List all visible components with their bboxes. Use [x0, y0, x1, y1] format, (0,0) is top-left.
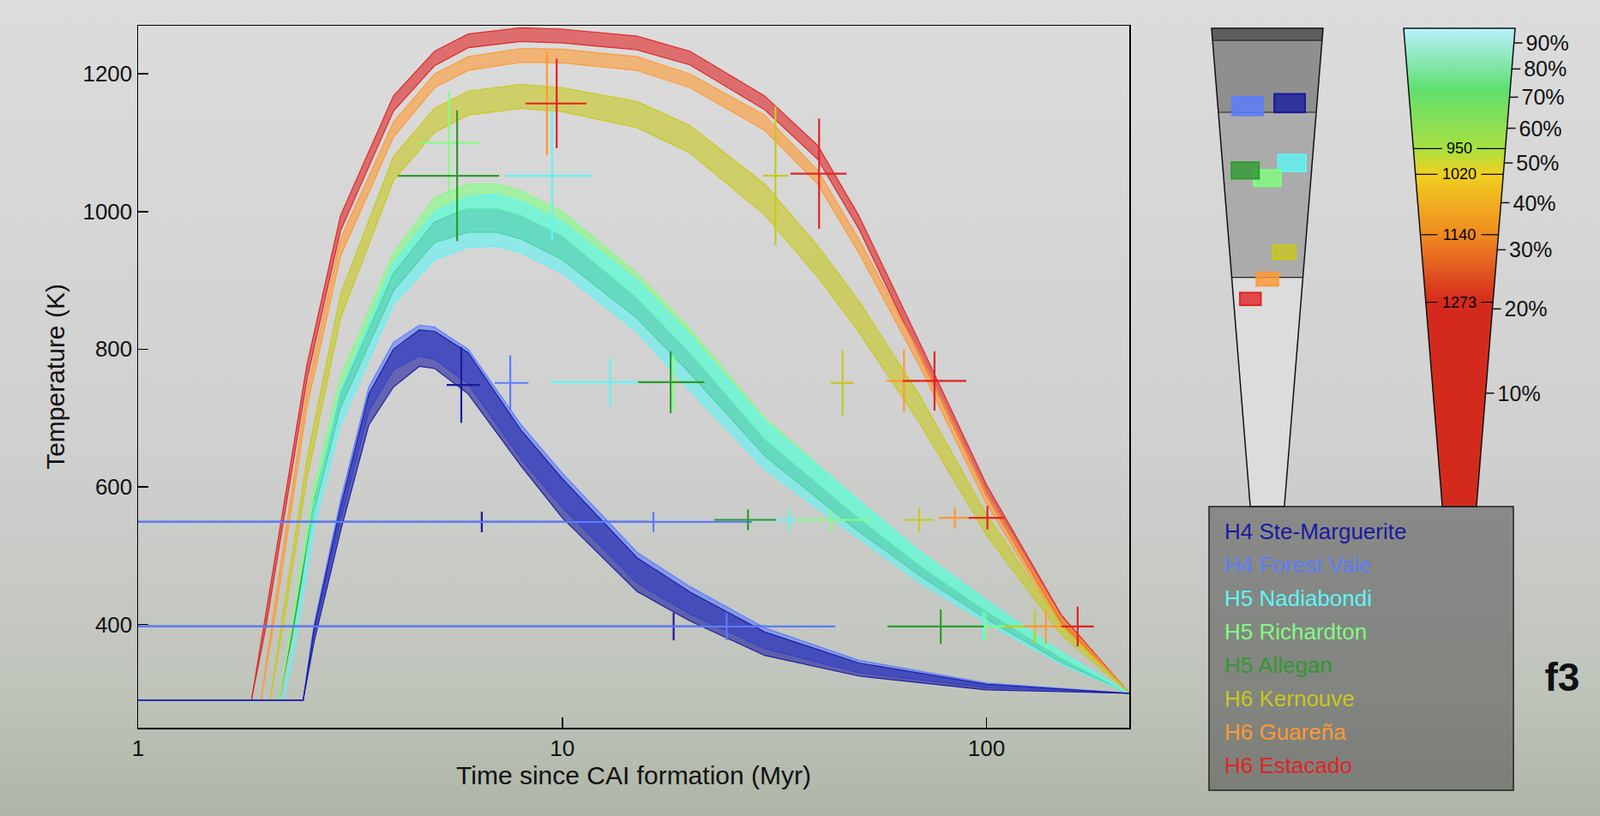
svg-text:1: 1: [132, 735, 145, 762]
svg-text:90%: 90%: [1526, 30, 1570, 55]
svg-text:1273: 1273: [1442, 294, 1477, 312]
svg-text:f3: f3: [1545, 655, 1581, 700]
svg-text:800: 800: [95, 336, 133, 362]
svg-text:H6 Kernouve: H6 Kernouve: [1224, 685, 1355, 712]
svg-text:30%: 30%: [1509, 237, 1552, 262]
svg-text:60%: 60%: [1519, 116, 1563, 141]
svg-text:H5 Richardton: H5 Richardton: [1224, 619, 1367, 645]
svg-text:1020: 1020: [1442, 165, 1477, 183]
svg-text:50%: 50%: [1515, 150, 1559, 175]
svg-text:400: 400: [95, 612, 133, 638]
svg-text:H6 Guareña: H6 Guareña: [1224, 719, 1347, 746]
svg-text:20%: 20%: [1504, 296, 1548, 321]
svg-text:70%: 70%: [1521, 84, 1565, 109]
svg-text:1140: 1140: [1443, 226, 1477, 244]
svg-text:10: 10: [549, 735, 575, 762]
svg-text:Temperature (K): Temperature (K): [41, 283, 70, 470]
svg-text:10%: 10%: [1497, 381, 1541, 406]
svg-text:600: 600: [95, 474, 133, 500]
svg-text:H5 Allegan: H5 Allegan: [1224, 652, 1333, 679]
svg-text:950: 950: [1446, 139, 1473, 157]
svg-text:1000: 1000: [82, 198, 133, 225]
svg-text:Time since CAI formation (Myr): Time since CAI formation (Myr): [456, 761, 812, 790]
svg-text:100: 100: [968, 735, 1005, 762]
svg-text:H5 Nadiabondi: H5 Nadiabondi: [1224, 585, 1372, 612]
svg-text:1200: 1200: [82, 60, 133, 87]
svg-text:H4 Forest Vale: H4 Forest Vale: [1224, 552, 1372, 578]
svg-text:80%: 80%: [1523, 56, 1567, 81]
svg-text:H6 Estacado: H6 Estacado: [1224, 752, 1353, 779]
svg-text:H4 Ste-Marguerite: H4 Ste-Marguerite: [1224, 518, 1407, 545]
svg-text:40%: 40%: [1513, 191, 1557, 216]
